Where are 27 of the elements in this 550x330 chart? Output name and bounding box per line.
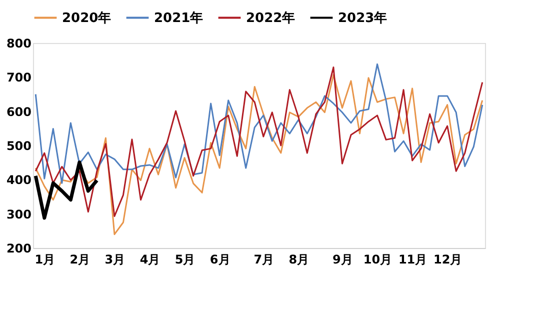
y-tick-label: 700 — [6, 70, 32, 85]
x-tick-label: 5月 — [174, 252, 196, 266]
x-tick-label: 9月 — [332, 252, 353, 266]
x-tick-label: 1月 — [34, 252, 56, 266]
x-tick-label: 11月 — [398, 252, 428, 266]
line-series — [34, 74, 484, 236]
x-tick-label: 10月 — [363, 252, 392, 266]
y-tick-label: 600 — [6, 104, 32, 119]
line-series — [34, 63, 484, 184]
line-series — [34, 66, 484, 217]
y-tick-label: 200 — [6, 242, 32, 256]
x-tick-label: 2月 — [70, 252, 90, 266]
legend-label: 2020年 — [62, 10, 112, 26]
line-series — [34, 160, 99, 220]
y-tick-label: 500 — [6, 139, 32, 153]
x-tick-label: 4月 — [140, 252, 160, 266]
y-tick-label: 400 — [6, 173, 32, 188]
legend-label: 2021年 — [154, 10, 204, 26]
legend-label: 2022年 — [246, 10, 296, 26]
legend-label: 2023年 — [338, 10, 388, 26]
x-tick-label: 6月 — [210, 252, 230, 266]
x-tick-label: 12月 — [433, 252, 462, 266]
y-tick-label: 300 — [6, 207, 32, 222]
x-tick-label: 7月 — [254, 252, 274, 266]
x-tick-label: 8月 — [288, 252, 310, 266]
x-tick-label: 3月 — [104, 252, 126, 266]
y-tick-label: 800 — [6, 36, 32, 50]
